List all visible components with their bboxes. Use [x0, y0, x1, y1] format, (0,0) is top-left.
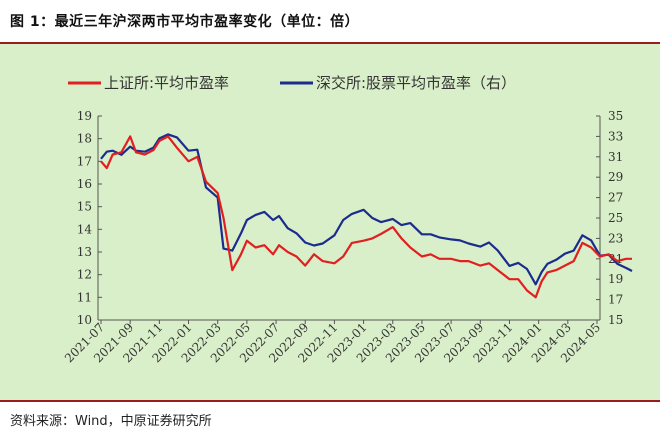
left-tick-label: 19 — [77, 109, 92, 123]
line-chart: 上证所:平均市盈率 深交所:股票平均市盈率（右） 19 18 17 16 15 14 13 1… — [62, 74, 633, 365]
right-tick-label: 15 — [608, 313, 623, 327]
right-tick-label: 29 — [608, 170, 623, 184]
right-tick-label: 17 — [608, 293, 623, 307]
right-tick-label: 27 — [608, 191, 623, 205]
legend-label-sh: 上证所:平均市盈率 — [104, 74, 229, 92]
left-tick-label: 10 — [77, 313, 92, 327]
legend: 上证所:平均市盈率 深交所:股票平均市盈率（右） — [68, 74, 516, 92]
left-tick-label: 16 — [77, 177, 92, 191]
left-tick-label: 17 — [77, 154, 92, 168]
left-tick-label: 11 — [77, 290, 92, 304]
source-note: 资料来源：Wind，中原证券研究所 — [10, 414, 212, 429]
series-line-sh — [100, 135, 632, 299]
right-tick-label: 23 — [608, 231, 623, 245]
left-tick-label: 15 — [77, 200, 92, 214]
series-line-sz — [100, 133, 633, 286]
right-tick-label: 35 — [608, 109, 623, 123]
footer-rule — [0, 400, 660, 402]
title-bar: 图 1：最近三年沪深两市平均市盈率变化（单位：倍） — [0, 0, 660, 44]
left-tick-label: 18 — [77, 132, 92, 146]
title-rule — [0, 42, 660, 44]
axes: 1918171615141312111035333129272523211917… — [62, 109, 623, 365]
series-layer — [100, 133, 633, 299]
chart-title: 图 1：最近三年沪深两市平均市盈率变化（单位：倍） — [10, 14, 360, 30]
right-tick-label: 19 — [608, 272, 623, 286]
chart-background — [0, 44, 660, 400]
right-tick-label: 25 — [608, 211, 623, 225]
legend-label-sz: 深交所:股票平均市盈率（右） — [316, 74, 516, 92]
right-tick-label: 31 — [608, 150, 623, 164]
right-tick-label: 33 — [608, 129, 623, 143]
left-tick-label: 14 — [77, 222, 93, 236]
left-tick-label: 12 — [77, 268, 92, 282]
left-tick-label: 13 — [77, 245, 92, 259]
